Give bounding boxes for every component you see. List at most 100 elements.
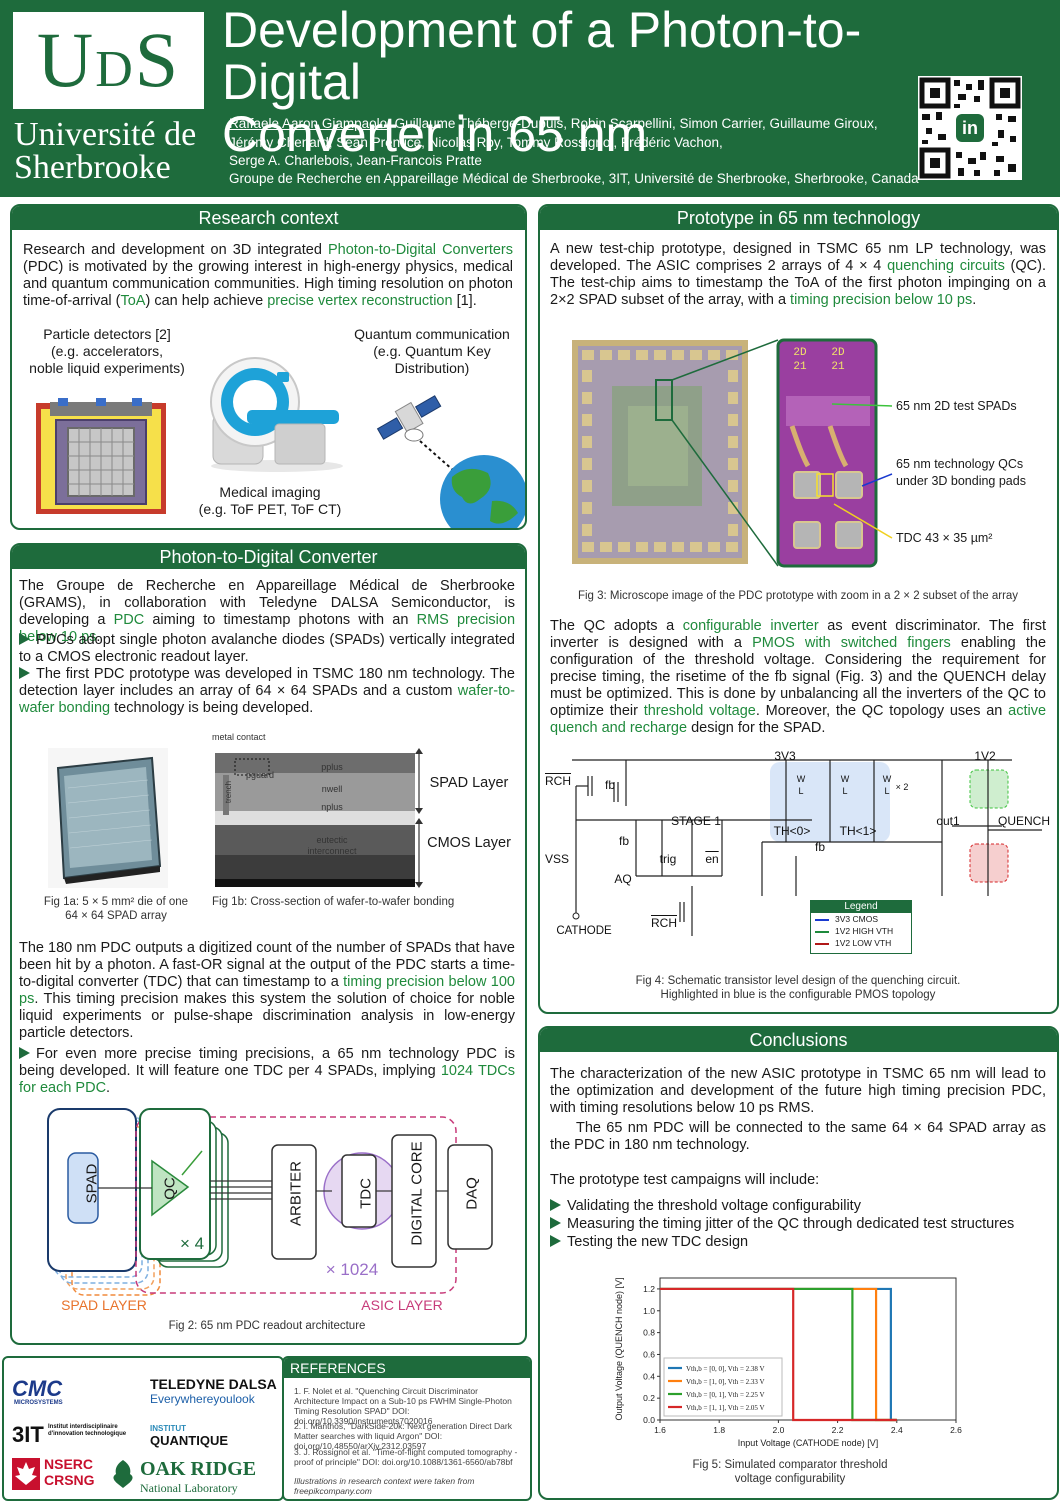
pdc-paragraph-5: For even more precise timing precisions,… [19, 1046, 516, 1096]
y-tick-label: 0.4 [643, 1371, 655, 1381]
legend-box [663, 1357, 783, 1417]
conclusions-panel: Conclusions The characterization of the … [538, 1026, 1059, 1500]
teledyne-logo: TELEDYNE DALSA [150, 1376, 277, 1392]
bullet-arrow-icon [550, 1235, 561, 1247]
sch-quench: QUENCH [998, 814, 1051, 828]
sem-metal-contact: metal contact [212, 732, 266, 742]
panel-title: Research context [12, 206, 525, 230]
university-name: Université de Sherbrooke [14, 116, 197, 186]
series-line-4 [660, 1287, 897, 1422]
y-tick-label: 0.6 [643, 1349, 655, 1359]
reference-2: 2. I. Manthos, "DarkSide-20k: Next gener… [294, 1421, 512, 1451]
arch-daq-label: DAQ [463, 1177, 481, 1210]
y-tick-label: 0.0 [643, 1415, 655, 1425]
medical-imaging-label: Medical imaging (e.g. ToF PET, ToF CT) [198, 484, 342, 517]
arch-arbiter-label: ARBITER [287, 1161, 305, 1227]
sch-out1: out1 [936, 814, 960, 828]
sch-l-3: L [884, 786, 890, 796]
arch-digital-core-label: DIGITAL CORE [408, 1141, 426, 1246]
panel-title: Prototype in 65 nm technology [540, 206, 1057, 230]
conclusions-bullet-3: Testing the new TDC design [550, 1234, 1046, 1251]
maple-leaf-icon [12, 1458, 40, 1490]
sch-trig: trig [659, 852, 677, 866]
prototype-paragraph-1: A new test-chip prototype, designed in T… [550, 241, 1046, 308]
sch-cathode: CATHODE [556, 925, 612, 937]
bullet-arrow-icon [19, 1047, 30, 1059]
sch-x2: × 2 [895, 782, 909, 792]
3it-sub: Institut interdisciplinaire d'innovation… [48, 1424, 127, 1437]
y-tick-label: 0.2 [643, 1393, 655, 1403]
conclusions-bullet-2: Measuring the timing jitter of the QC th… [550, 1216, 1046, 1233]
poster-title: Development of a Photon-to-Digital Conve… [222, 2, 862, 162]
satellite-earth-illustration [376, 395, 525, 528]
sch-l-2: L [842, 786, 848, 796]
x-tick-label: 1.8 [713, 1425, 725, 1435]
pdc-panel: Photon-to-Digital Converter The Groupe d… [10, 543, 527, 1345]
sem-eutectic: eutectic interconnect [307, 835, 357, 856]
sem-pplus: pplus [321, 762, 343, 772]
quenching-circuit-schematic [572, 759, 1042, 936]
pdc-paragraph-2: PDCs adopt single photon avalanche diode… [19, 632, 515, 665]
prototype-panel: Prototype in 65 nm technology A new test… [538, 204, 1059, 1014]
fig1b-caption: Fig 1b: Cross-section of wafer-to-wafer … [212, 896, 455, 908]
arch-spad-layer-label: SPAD LAYER [61, 1297, 147, 1313]
panel-title: Conclusions [540, 1028, 1057, 1052]
pdc-paragraph-1: The Groupe de Recherche en Appareillage … [19, 578, 516, 645]
reference-3: 3. J. Rossignol et al. "Time-of-flight c… [294, 1447, 518, 1467]
references-panel: REFERENCES 1. F. Nolet et al. "Quenching… [282, 1356, 532, 1501]
arch-x4-label: × 4 [179, 1234, 205, 1253]
particle-detectors-label: Particle detectors [2] (e.g. accelerators… [29, 326, 185, 376]
linkedin-qr-code[interactable]: in [918, 76, 1022, 180]
zoom-label-2: 2D [831, 347, 845, 359]
arch-x1024-label: × 1024 [325, 1260, 379, 1279]
bullet-arrow-icon [19, 633, 30, 645]
x-tick-label: 2.2 [832, 1425, 844, 1435]
sem-pguard: pguard [245, 770, 275, 780]
sch-w-1: W [796, 774, 806, 784]
annotation-qcs: 65 nm technology QCs under 3D bonding pad… [896, 457, 1026, 488]
linkedin-icon: in [956, 114, 984, 142]
particle-detector-illustration [36, 398, 166, 514]
x-tick-label: 2.6 [950, 1425, 962, 1435]
annotation-arrows [831, 403, 893, 539]
legend-entry: Vth,b = [0, 1], Vth = 2.25 V [686, 1391, 765, 1399]
fig1a-caption: Fig 1a: 5 × 5 mm² die of one 64 × 64 SPAD… [43, 896, 189, 922]
conclusions-paragraph-1: The characterization of the new ASIC pro… [550, 1066, 1046, 1116]
panel-title: Photon-to-Digital Converter [12, 545, 525, 569]
ct-scanner-illustration [210, 357, 343, 472]
bullet-arrow-icon [550, 1199, 561, 1211]
reference-1: 1. F. Nolet et al. "Quenching Circuit Di… [294, 1386, 512, 1426]
legend-entry: Vth,b = [1, 0], Vth = 2.33 V [686, 1378, 765, 1386]
iq-logo: INSTITUT QUANTIQUE [150, 1424, 228, 1448]
microscope-image [572, 338, 878, 568]
cmos-layer-label: CMOS Layer [427, 835, 511, 851]
fig4-caption: Fig 4: Schematic transistor level design… [635, 975, 961, 1001]
sch-th0: TH<0> [773, 824, 811, 838]
sch-th1: TH<1> [839, 824, 877, 838]
layer-arrows [415, 748, 423, 888]
pdc-paragraph-4: The 180 nm PDC outputs a digitized count… [19, 940, 515, 1041]
references-title: REFERENCES [284, 1358, 530, 1378]
pdc-paragraph-3: The first PDC prototype was developed in… [19, 666, 515, 716]
uds-logo: UDS [13, 12, 204, 109]
zoom-label-4: 21 [831, 361, 845, 373]
legend-entry: Vth,b = [1, 1], Vth = 2.05 V [686, 1404, 765, 1412]
fig2-caption: Fig 2: 65 nm PDC readout architecture [168, 1320, 366, 1332]
prototype-paragraph-2: The QC adopts a configurable inverter as… [550, 618, 1047, 736]
arch-qc-label: QC [161, 1177, 179, 1200]
schematic-legend: Legend 3V3 CMOS 1V2 HIGH VTH 1V2 LOW VTH [810, 900, 912, 954]
quantum-communication-label: Quantum communication (e.g. Quantum Key Di… [354, 326, 510, 376]
chart-ylabel: Output Voltage (QUENCH node) [V] [614, 1277, 624, 1420]
arch-asic-layer-label: ASIC LAYER [361, 1297, 443, 1313]
uds-logo-mark: UDS [36, 16, 181, 103]
poster-header: UDS Université de Sherbrooke Development… [0, 0, 1060, 197]
sch-fb-3: fb [814, 840, 825, 854]
oak-leaf-icon [113, 1460, 133, 1488]
legend-title: Legend [811, 901, 911, 913]
x-tick-label: 1.6 [654, 1425, 666, 1435]
cmc-sub: MICROSYSTEMS [14, 1400, 63, 1406]
legend-lvt: 1V2 LOW VTH [835, 938, 892, 948]
legend-entry: Vth,b = [0, 0], Vth = 2.38 V [686, 1365, 765, 1373]
fig5-caption: Fig 5: Simulated comparator threshold vol… [692, 1459, 888, 1485]
x-tick-label: 2.4 [891, 1425, 903, 1435]
